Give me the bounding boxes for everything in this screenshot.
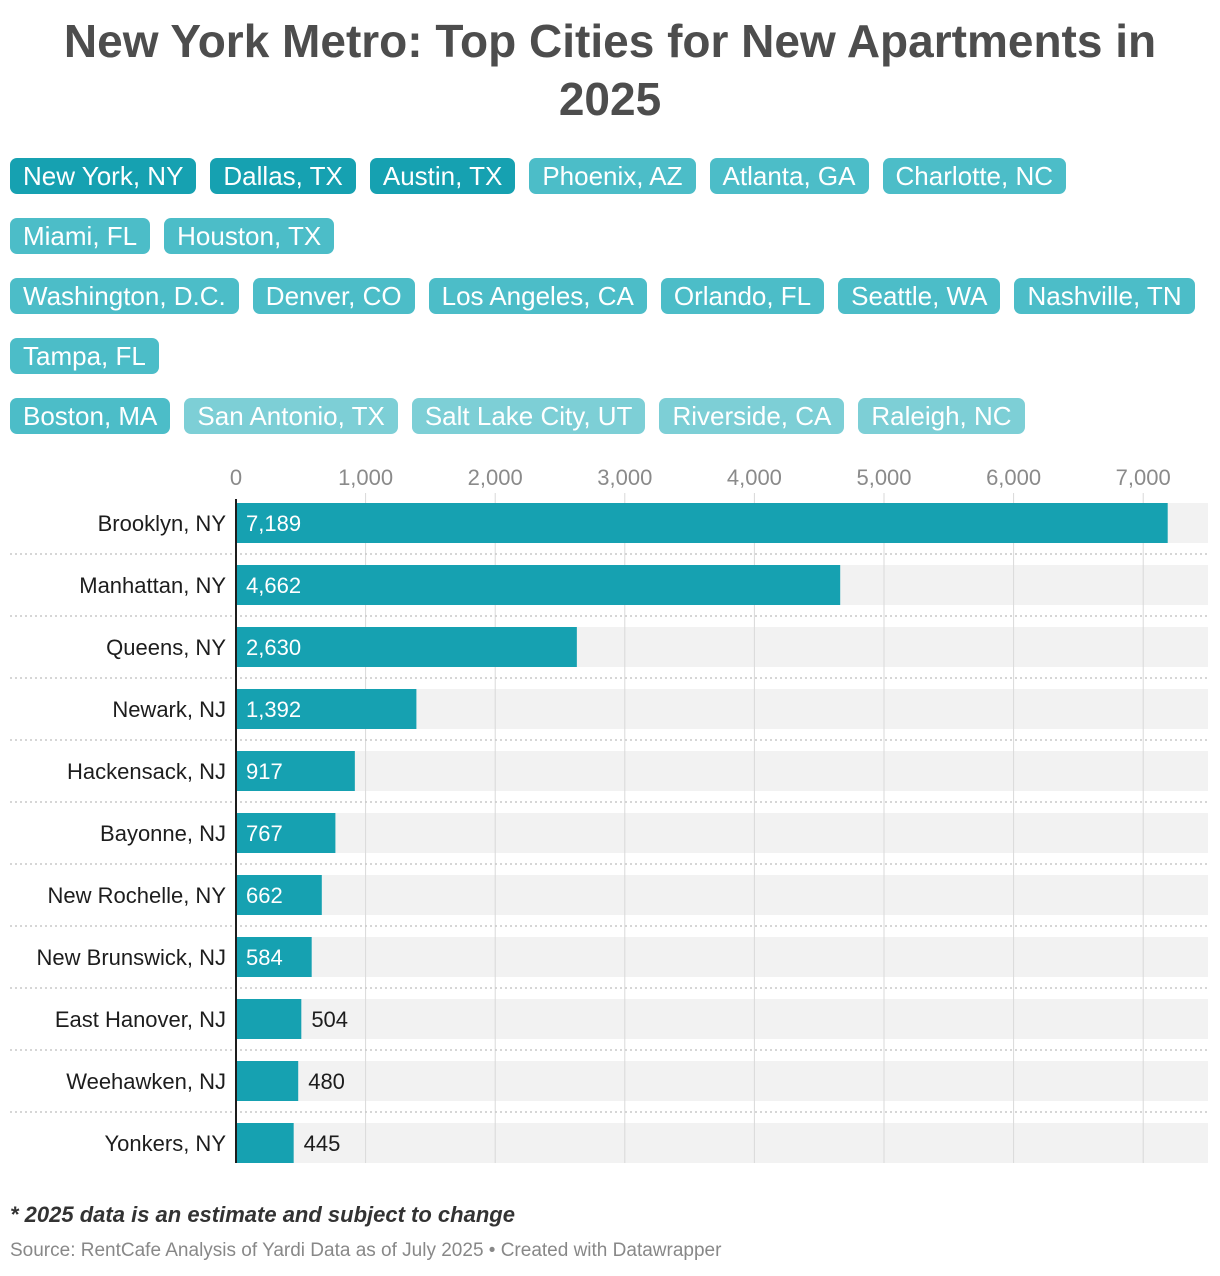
city-button[interactable]: Salt Lake City, UT (411, 398, 646, 434)
bar (236, 875, 322, 915)
city-button-row: New York, NY Dallas, TX Austin, TX Phoenix,… (10, 158, 1210, 278)
data-label: 504 (311, 1007, 348, 1032)
category-label: Newark, NJ (112, 697, 226, 722)
data-label: 662 (246, 883, 283, 908)
city-button[interactable]: Charlotte, NC (882, 158, 1066, 194)
bar-track (236, 999, 1208, 1039)
city-button[interactable]: Raleigh, NC (858, 398, 1025, 434)
city-button[interactable]: Phoenix, AZ (529, 158, 696, 194)
bar (236, 565, 841, 605)
bar-chart: 0 1,000 2,000 3,000 4,000 5,000 6,000 7,000 Broo… (10, 465, 1208, 1163)
x-tick-label: 3,000 (597, 465, 652, 490)
bar (236, 627, 577, 667)
bar (236, 689, 417, 729)
city-button[interactable]: Denver, CO (252, 278, 415, 314)
bar-track (236, 937, 1208, 977)
bar (236, 503, 1168, 543)
category-label: Yonkers, NY (105, 1131, 227, 1156)
city-button[interactable]: Nashville, TN (1014, 278, 1195, 314)
city-button[interactable]: San Antonio, TX (184, 398, 398, 434)
category-label: New Rochelle, NY (47, 883, 226, 908)
city-button[interactable]: Washington, D.C. (10, 278, 239, 314)
category-label: Weehawken, NJ (66, 1069, 226, 1094)
bar (236, 1061, 299, 1101)
bar (236, 1123, 294, 1163)
city-button[interactable]: New York, NY (10, 158, 197, 194)
city-button[interactable]: Miami, FL (10, 218, 151, 254)
category-label: East Hanover, NJ (55, 1007, 226, 1032)
category-label: Bayonne, NJ (100, 821, 226, 846)
city-button[interactable]: Tampa, FL (10, 338, 159, 374)
data-label: 445 (304, 1131, 341, 1156)
city-button-row: Boston, MA San Antonio, TX Salt Lake City,… (10, 398, 1210, 458)
x-tick-label: 4,000 (727, 465, 782, 490)
bar-track (236, 875, 1208, 915)
bar-track (236, 751, 1208, 791)
bar (236, 937, 312, 977)
bar-track (236, 1123, 1208, 1163)
city-button[interactable]: Seattle, WA (838, 278, 1001, 314)
bar-track (236, 813, 1208, 853)
category-label: Queens, NY (106, 635, 226, 660)
bar (236, 999, 302, 1039)
bar-track (236, 1061, 1208, 1101)
data-label: 4,662 (246, 573, 301, 598)
x-tick-label: 1,000 (338, 465, 393, 490)
city-button[interactable]: Austin, TX (369, 158, 516, 194)
category-label: New Brunswick, NJ (37, 945, 226, 970)
city-button[interactable]: Orlando, FL (660, 278, 825, 314)
city-button[interactable]: Dallas, TX (210, 158, 356, 194)
city-button[interactable]: Riverside, CA (659, 398, 845, 434)
city-button[interactable]: Boston, MA (10, 398, 171, 434)
city-button[interactable]: Los Angeles, CA (428, 278, 647, 314)
data-label: 480 (308, 1069, 345, 1094)
data-label: 2,630 (246, 635, 301, 660)
category-label: Hackensack, NJ (67, 759, 226, 784)
x-tick-label: 6,000 (986, 465, 1041, 490)
x-tick-label: 0 (230, 465, 242, 490)
city-button-group: New York, NY Dallas, TX Austin, TX Phoenix,… (10, 158, 1210, 458)
bar (236, 751, 355, 791)
category-label: Brooklyn, NY (98, 511, 227, 536)
data-label: 7,189 (246, 511, 301, 536)
city-button[interactable]: Atlanta, GA (709, 158, 869, 194)
city-button-row: Washington, D.C. Denver, CO Los Angeles, C… (10, 278, 1210, 398)
source-note: Source: RentCafe Analysis of Yardi Data … (10, 1240, 722, 1261)
city-button[interactable]: Houston, TX (164, 218, 335, 254)
x-tick-label: 5,000 (856, 465, 911, 490)
data-label: 917 (246, 759, 283, 784)
bar (236, 813, 336, 853)
x-tick-label: 7,000 (1116, 465, 1171, 490)
chart-title: New York Metro: Top Cities for New Apart… (63, 15, 1157, 125)
data-label: 584 (246, 945, 283, 970)
data-label: 767 (246, 821, 283, 846)
x-tick-label: 2,000 (468, 465, 523, 490)
footnote: * 2025 data is an estimate and subject t… (10, 1202, 515, 1227)
data-label: 1,392 (246, 697, 301, 722)
category-label: Manhattan, NY (79, 573, 226, 598)
